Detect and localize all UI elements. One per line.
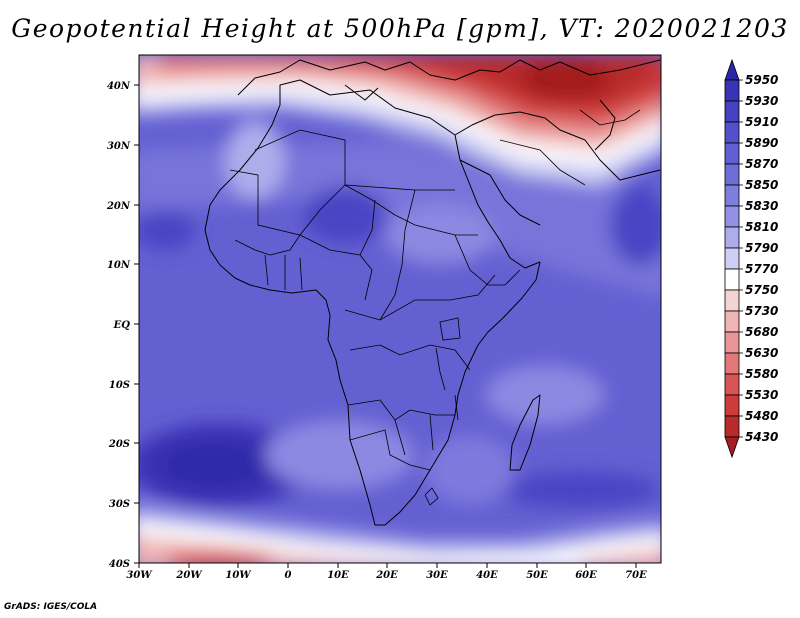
lon-label-60e: 60E: [575, 570, 597, 581]
colorbar-swatch: [724, 226, 740, 249]
colorbar-swatch: [724, 415, 740, 438]
colorbar-swatch: [724, 205, 740, 228]
lat-label-20n: 20N: [106, 201, 131, 212]
colorbar-top-arrow: [724, 58, 740, 81]
colorbar-label: 5580: [745, 367, 778, 381]
lat-label-40n: 40N: [107, 81, 131, 92]
colorbar-label: 5930: [745, 94, 778, 108]
colorbar-label: 5480: [745, 409, 778, 423]
colorbar-swatch: [724, 184, 740, 207]
lat-label-20s: 20S: [108, 439, 130, 450]
colorbar-swatch: [724, 247, 740, 270]
border-arabia: [499, 139, 586, 186]
colorbar-swatch: [724, 142, 740, 165]
colorbar-swatch: [724, 289, 740, 312]
height-field: [139, 55, 661, 563]
border-iran: [579, 109, 641, 126]
lake-victoria: [439, 317, 461, 341]
grads-credit: GrADS: IGES/COLA: [4, 602, 98, 612]
colorbar-label: 5850: [745, 178, 778, 192]
colorbar-swatch: [724, 79, 740, 102]
lat-label-40s: 40S: [109, 559, 130, 570]
border-sahel-west: [229, 169, 346, 236]
colorbar-label: 5680: [745, 325, 778, 339]
colorbar-swatch: [724, 352, 740, 375]
colorbar-label: 5750: [745, 283, 778, 297]
colorbar-swatch: [724, 100, 740, 123]
country-borders: [229, 109, 641, 506]
colorbar-bottom-arrow: [724, 436, 740, 459]
colorbar-label: 5730: [745, 304, 778, 318]
border-west-africa: [234, 234, 301, 256]
persian-gulf-coast: [594, 99, 616, 151]
colorbar-label: 5830: [745, 199, 778, 213]
colorbar-label: 5630: [745, 346, 778, 360]
plot-frame: [138, 54, 662, 564]
colorbar-swatch: [724, 121, 740, 144]
italy-coastline: [344, 84, 379, 101]
colorbar-swatch: [724, 373, 740, 396]
colorbar-swatch: [724, 268, 740, 291]
border-niger-chad: [359, 199, 376, 256]
border-gulf-states: [264, 254, 303, 291]
lat-label-30s: 30S: [109, 499, 130, 510]
colorbar-label: 5430: [745, 430, 778, 444]
lon-label-0: 0: [285, 570, 292, 581]
colorbar-label: 5770: [745, 262, 778, 276]
europe-coastline: [237, 59, 501, 96]
red-sea-coast: [459, 159, 541, 226]
border-chad-sudan: [379, 189, 416, 321]
madagascar-coastline: [509, 394, 541, 471]
colorbar-label: 5890: [745, 136, 778, 150]
colorbar: 5950 5930 5910 5890 5870 5850 5830 5810 5790 5770…: [724, 58, 778, 459]
map-title: Geopotential Height at 500hPa [gpm], VT:…: [11, 14, 789, 43]
lon-label-40e: 40E: [476, 570, 498, 581]
border-sahel-east: [344, 184, 478, 236]
middle-east-coastline: [454, 111, 661, 181]
lon-label-10w: 10W: [225, 570, 252, 581]
coastlines: [204, 59, 661, 526]
colorbar-label: 5950: [745, 73, 778, 87]
border-sahara-north: [254, 129, 455, 191]
colorbar-swatch: [724, 163, 740, 186]
lat-label-30n: 30N: [107, 141, 131, 152]
colorbar-label: 5790: [745, 241, 778, 255]
border-angola-zambia: [347, 399, 455, 421]
border-horn: [454, 234, 521, 286]
caspian-region-coastline: [499, 59, 661, 76]
colorbar-label: 5530: [745, 388, 778, 402]
colorbar-swatch: [724, 310, 740, 333]
border-congo-south: [349, 344, 471, 371]
lon-label-30w: 30W: [126, 570, 153, 581]
colorbar-label: 5870: [745, 157, 778, 171]
colorbar-label: 5910: [745, 115, 778, 129]
africa-coastline: [204, 79, 541, 526]
border-central: [344, 274, 496, 321]
colorbar-swatch: [724, 394, 740, 417]
lon-label-50e: 50E: [526, 570, 548, 581]
lat-label-eq: EQ: [113, 320, 131, 331]
border-southern-inland: [394, 414, 434, 456]
colorbar-label: 5810: [745, 220, 778, 234]
lat-label-10n: 10N: [107, 260, 131, 271]
lesotho: [424, 487, 439, 506]
lon-label-70e: 70E: [625, 570, 647, 581]
colorbar-swatch: [724, 331, 740, 354]
lon-label-20e: 20E: [375, 570, 398, 581]
lat-label-10s: 10S: [109, 380, 130, 391]
longitude-axis: 30W 20W 10W 0 10E 20E 30E 40E 50E 60E 70…: [126, 563, 647, 581]
lon-label-30e: 30E: [426, 570, 448, 581]
lon-label-20w: 20W: [175, 570, 203, 581]
latitude-axis: 40N 30N 20N 10N EQ 10S 20S 30S 40S: [106, 81, 139, 570]
lon-label-10e: 10E: [327, 570, 349, 581]
border-namibia-botswana: [349, 429, 431, 471]
rift-lakes: [435, 347, 459, 421]
